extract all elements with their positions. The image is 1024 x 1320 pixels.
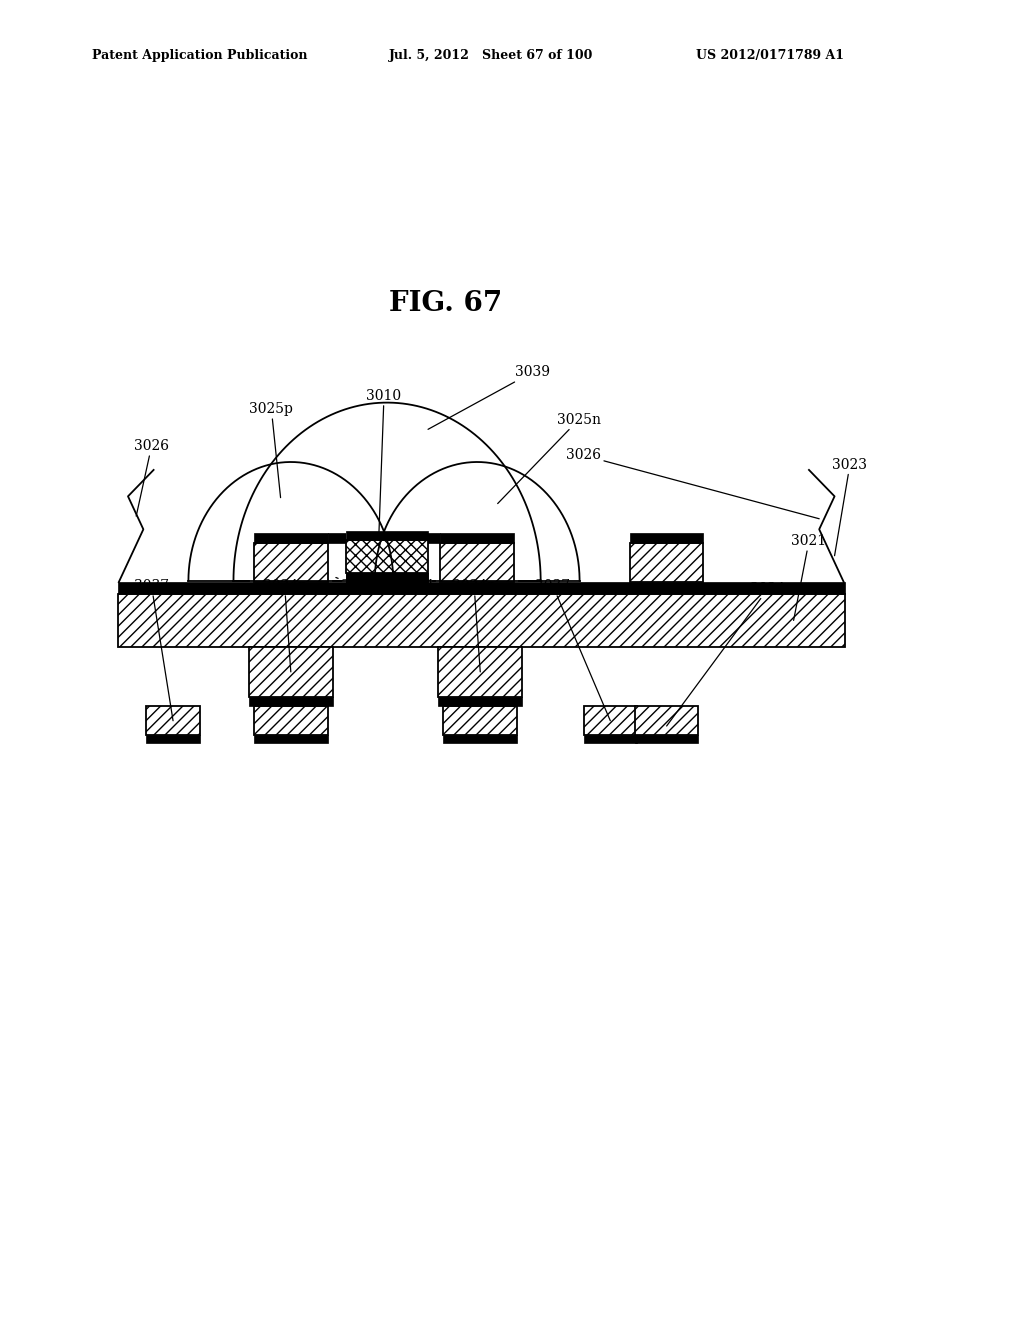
- Text: 3037: 3037: [134, 579, 173, 721]
- Text: 3039: 3039: [428, 366, 550, 429]
- Bar: [440, 543, 514, 582]
- Bar: [249, 647, 333, 697]
- Bar: [630, 543, 703, 582]
- Bar: [346, 573, 428, 582]
- Bar: [443, 735, 517, 743]
- Bar: [438, 647, 522, 697]
- Bar: [254, 543, 328, 582]
- Bar: [254, 706, 328, 735]
- Bar: [438, 697, 522, 706]
- Bar: [346, 573, 428, 582]
- Text: 3026: 3026: [134, 440, 169, 516]
- Text: 3032: 3032: [336, 578, 376, 593]
- Text: Patent Application Publication: Patent Application Publication: [92, 49, 307, 62]
- Text: 3025p: 3025p: [250, 403, 293, 498]
- Bar: [146, 706, 200, 735]
- Text: 3024: 3024: [667, 582, 785, 726]
- Bar: [346, 540, 428, 573]
- Text: US 2012/0171789 A1: US 2012/0171789 A1: [696, 49, 845, 62]
- Text: 3024p: 3024p: [263, 579, 306, 672]
- Text: 3025n: 3025n: [498, 413, 600, 503]
- Text: 3010: 3010: [367, 389, 401, 535]
- Text: 3021: 3021: [792, 535, 826, 620]
- Bar: [118, 594, 845, 647]
- Bar: [443, 706, 517, 735]
- Bar: [630, 533, 703, 543]
- Bar: [254, 533, 328, 543]
- Bar: [584, 706, 637, 735]
- Bar: [328, 533, 440, 543]
- Text: 3026: 3026: [566, 449, 819, 519]
- Text: 3024n: 3024n: [452, 579, 497, 672]
- Bar: [635, 735, 698, 743]
- Bar: [118, 582, 845, 594]
- Bar: [254, 735, 328, 743]
- Bar: [440, 533, 514, 543]
- Text: Jul. 5, 2012   Sheet 67 of 100: Jul. 5, 2012 Sheet 67 of 100: [389, 49, 594, 62]
- Text: 3037: 3037: [536, 579, 610, 721]
- Bar: [146, 735, 200, 743]
- Text: 3023: 3023: [833, 458, 867, 556]
- Text: FIG. 67: FIG. 67: [389, 290, 502, 317]
- Bar: [346, 532, 428, 544]
- Bar: [346, 531, 428, 540]
- Bar: [635, 706, 698, 735]
- Text: 3031: 3031: [387, 576, 435, 593]
- Bar: [584, 735, 637, 743]
- Bar: [249, 697, 333, 706]
